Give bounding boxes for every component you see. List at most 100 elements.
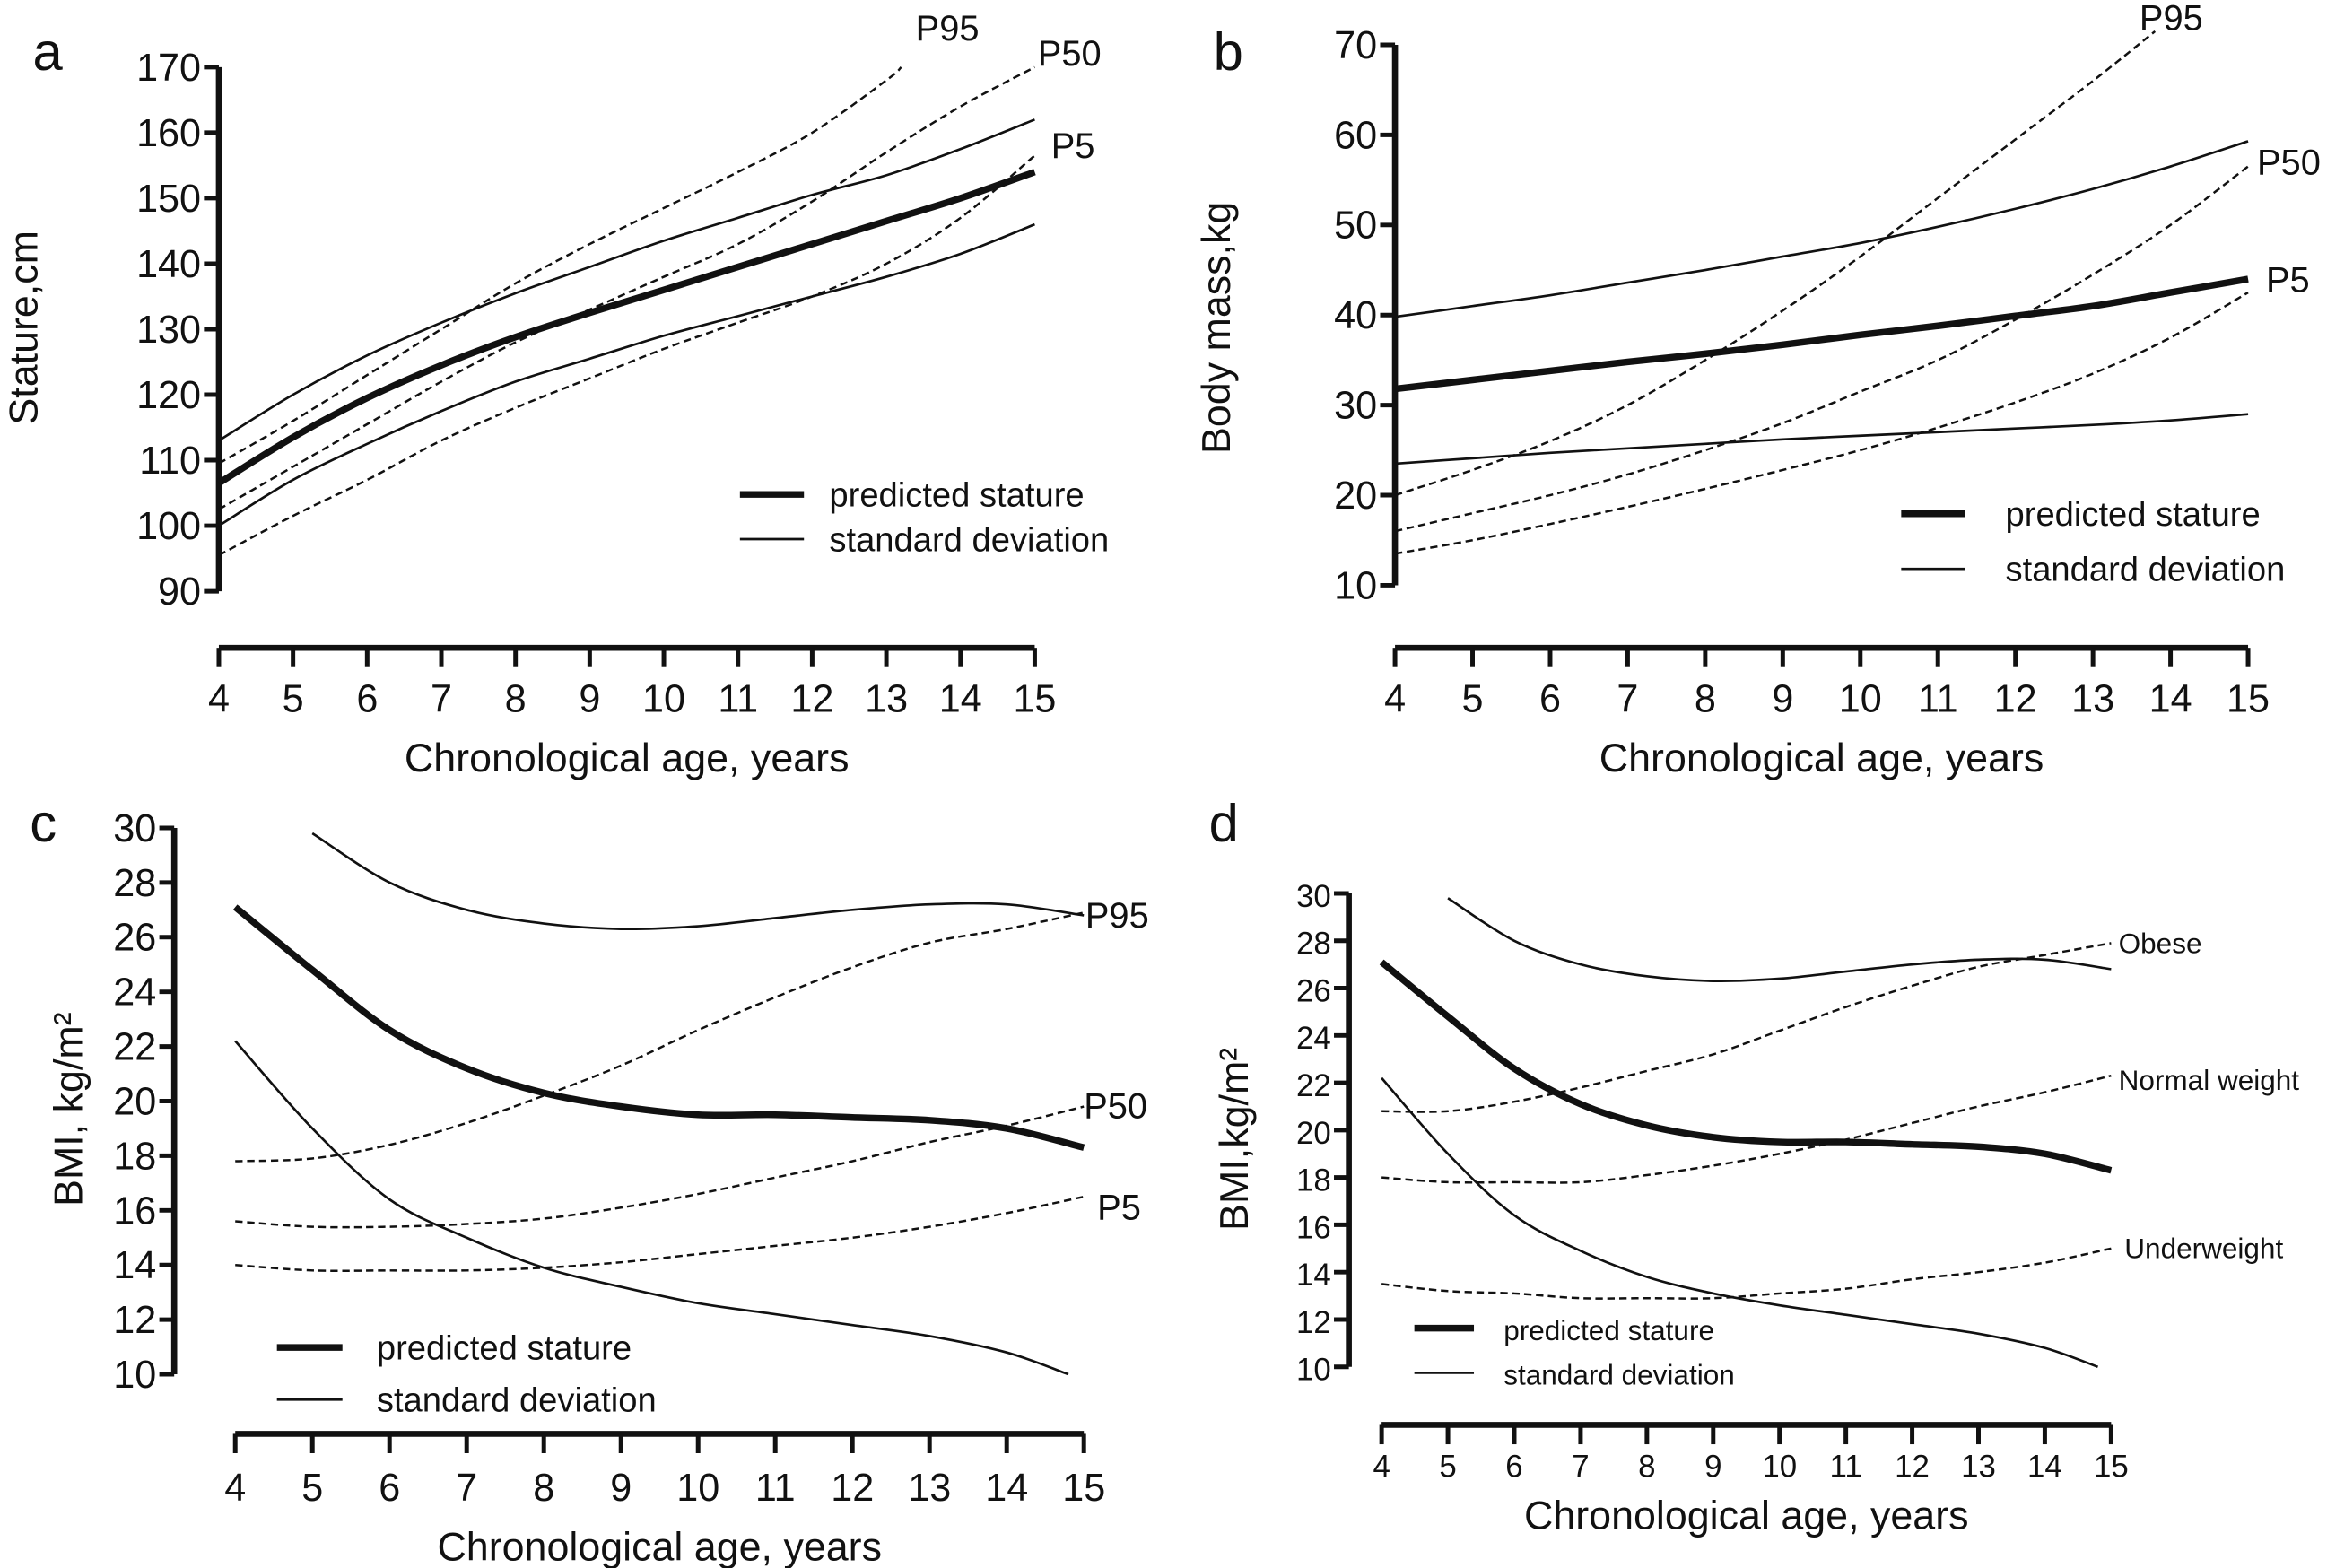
y-tick-label: 130	[136, 309, 201, 352]
series-label: P5	[1097, 1188, 1141, 1227]
x-tick-label: 6	[1505, 1450, 1522, 1485]
x-tick-label: 11	[755, 1467, 796, 1510]
x-tick-label: 8	[505, 678, 527, 721]
series-label: P50	[1084, 1087, 1147, 1127]
x-tick-label: 7	[431, 678, 452, 721]
x-tick-label: 9	[1704, 1450, 1721, 1485]
series-label: P95	[916, 9, 980, 48]
y-tick-label: 18	[113, 1135, 156, 1178]
y-tick-label: 16	[1296, 1210, 1331, 1245]
x-axis-label: Chronological age, years	[405, 736, 850, 780]
y-tick-label: 10	[1334, 564, 1377, 607]
x-tick-label: 7	[1617, 678, 1638, 721]
legend-label: predicted stature	[829, 475, 1084, 514]
panel-c: c 10 12 14 16 18 20 22 24 26 28 30 4 5 6 7 8 9 10 11 12 13 14 1…	[30, 793, 1149, 1568]
x-tick-label: 14	[2149, 678, 2192, 721]
legend-label: predicted stature	[1503, 1314, 1714, 1346]
series-line-p5	[218, 154, 1036, 557]
x-tick-label: 8	[1695, 678, 1716, 721]
x-tick-label: 8	[1638, 1450, 1655, 1485]
x-tick-label: 5	[283, 678, 304, 721]
panel-b: b 10 20 30 40 50 60 70 4 5 6 7 8 9 10 11 12 13 14 15 Chronol…	[1194, 0, 2321, 780]
series-label: Normal weight	[2119, 1064, 2300, 1096]
x-tick-label: 11	[718, 678, 758, 721]
x-tick-label: 13	[908, 1467, 951, 1510]
y-tick-label: 10	[113, 1354, 156, 1397]
y-tick-label: 18	[1296, 1163, 1331, 1198]
x-tick-label: 12	[1895, 1450, 1930, 1485]
y-tick-label: 30	[1296, 879, 1331, 914]
x-tick-label: 15	[1013, 678, 1056, 721]
x-tick-label: 12	[831, 1467, 874, 1510]
y-tick-label: 110	[139, 440, 201, 483]
y-tick-label: 12	[1296, 1305, 1331, 1340]
series-label: P95	[2140, 0, 2203, 38]
x-tick-label: 10	[676, 1467, 719, 1510]
series-line-standard-deviation	[218, 222, 1035, 527]
legend-label: standard deviation	[1503, 1359, 1735, 1391]
series-line-standard-deviation	[1447, 897, 2112, 983]
x-tick-label: 4	[224, 1467, 246, 1510]
y-axis-label: BMI,kg/m²	[1212, 1048, 1257, 1231]
x-tick-label: 15	[2227, 678, 2270, 721]
y-tick-label: 20	[1334, 475, 1377, 518]
x-tick-label: 9	[610, 1467, 632, 1510]
x-tick-label: 12	[790, 678, 833, 721]
legend-label: predicted stature	[2006, 495, 2261, 534]
series-label: Underweight	[2124, 1233, 2283, 1265]
y-tick-label: 26	[1296, 973, 1331, 1008]
x-tick-label: 13	[865, 678, 908, 721]
x-tick-label: 14	[939, 678, 982, 721]
series-label: P50	[1038, 34, 1102, 74]
series-line-standard-deviation	[311, 832, 1085, 931]
y-tick-label: 120	[136, 374, 201, 417]
x-tick-label: 8	[533, 1467, 554, 1510]
x-tick-label: 6	[1539, 678, 1561, 721]
series-line-p5	[1394, 292, 2249, 555]
x-tick-label: 10	[642, 678, 685, 721]
series-label: P95	[1085, 896, 1149, 936]
y-tick-label: 24	[1296, 1021, 1331, 1056]
y-tick-label: 14	[1296, 1258, 1331, 1293]
panel-letter: c	[30, 793, 57, 853]
x-tick-label: 13	[1961, 1450, 1996, 1485]
x-tick-label: 4	[1373, 1450, 1390, 1485]
x-tick-label: 10	[1839, 678, 1882, 721]
x-tick-label: 9	[1772, 678, 1793, 721]
x-tick-label: 11	[1918, 678, 1958, 721]
x-tick-label: 10	[1762, 1450, 1797, 1485]
legend-label: standard deviation	[377, 1381, 657, 1420]
y-axis-label: BMI, kg/m²	[46, 1012, 91, 1206]
series-line-p95	[218, 65, 902, 465]
legend: predicted stature standard deviation	[739, 475, 1109, 559]
y-tick-label: 60	[1334, 114, 1377, 157]
x-tick-label: 13	[2071, 678, 2114, 721]
y-tick-label: 150	[136, 178, 201, 221]
series-line-p95	[1394, 30, 2157, 497]
series-line-standard-deviation	[234, 1040, 1069, 1376]
panel-letter: b	[1214, 22, 1243, 82]
y-axis-label: Stature,cm	[1, 231, 46, 425]
y-tick-label: 20	[113, 1080, 156, 1123]
x-tick-label: 5	[301, 1467, 323, 1510]
x-tick-label: 9	[579, 678, 600, 721]
y-axis-label: Body mass,kg	[1194, 202, 1239, 454]
x-tick-label: 6	[379, 1467, 400, 1510]
series-line-predicted-stature	[217, 169, 1036, 486]
series-line-standard-deviation	[1381, 1076, 2099, 1368]
series-label: P5	[2266, 260, 2310, 300]
x-tick-label: 12	[1994, 678, 2037, 721]
series-line-predicted-stature	[232, 904, 1085, 1151]
legend-label: standard deviation	[829, 520, 1109, 559]
legend: predicted stature standard deviation	[1414, 1314, 1735, 1391]
series-line-underweight	[1381, 1247, 2112, 1300]
y-tick-label: 70	[1334, 24, 1377, 67]
panel-a: a 90 100 110 120 130 140 150 160 170 4 5 6 7 8 9 10 11 12 1…	[1, 9, 1109, 780]
x-tick-label: 7	[456, 1467, 477, 1510]
x-tick-label: 11	[1830, 1450, 1862, 1485]
y-tick-label: 28	[1296, 927, 1331, 962]
x-tick-label: 4	[208, 678, 230, 721]
y-tick-label: 24	[113, 971, 156, 1015]
y-tick-label: 140	[136, 243, 201, 286]
y-tick-label: 22	[1296, 1068, 1331, 1103]
